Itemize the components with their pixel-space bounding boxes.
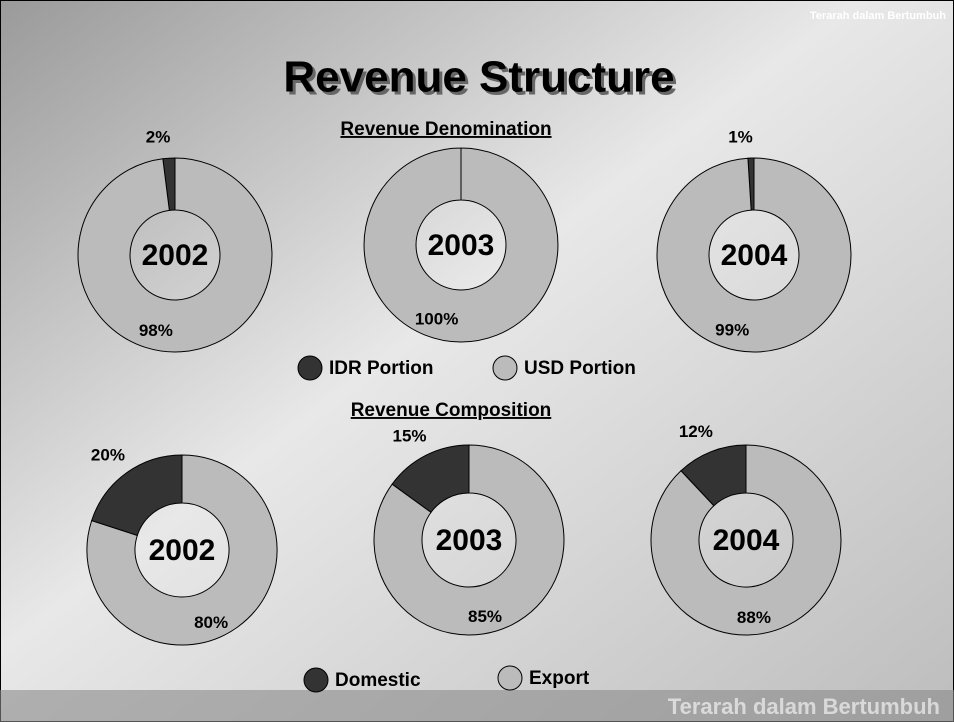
data-label: 15% [392,426,426,445]
legend-label: Export [529,668,590,689]
data-label: 80% [194,613,228,632]
footer: Terarah dalam Bertumbuh [668,694,940,719]
data-label: 1% [728,128,753,147]
center-label: 2003 [428,229,495,262]
section-heading: Revenue Composition [351,400,552,421]
data-label: 88% [737,608,771,627]
center-label: 2003 [436,524,503,557]
data-label: 12% [679,422,713,441]
data-label: 2% [146,128,171,147]
legend-label: IDR Portion [329,358,434,379]
center-label: 2002 [142,239,209,272]
page: Terarah dalam Bertumbuh Terarah dalam Be… [0,0,954,722]
legend-label: USD Portion [524,358,636,379]
data-label: 20% [91,445,125,464]
legend-swatch [304,668,328,692]
tagline: Terarah dalam Bertumbuh [810,10,946,22]
legend-swatch [298,356,322,380]
data-label: 99% [715,320,749,339]
legend-swatch [493,356,517,380]
title: Revenue Structure [283,53,674,102]
legend-label: Domestic [335,670,421,691]
data-label: 100% [415,310,458,329]
legend-swatch [498,666,522,690]
center-label: 2002 [149,534,216,567]
data-label: 85% [468,607,502,626]
data-label: 98% [139,321,173,340]
slide: Terarah dalam Bertumbuh Terarah dalam Be… [0,0,954,722]
center-label: 2004 [721,239,788,272]
section-heading: Revenue Denomination [340,119,551,140]
center-label: 2004 [713,524,780,557]
